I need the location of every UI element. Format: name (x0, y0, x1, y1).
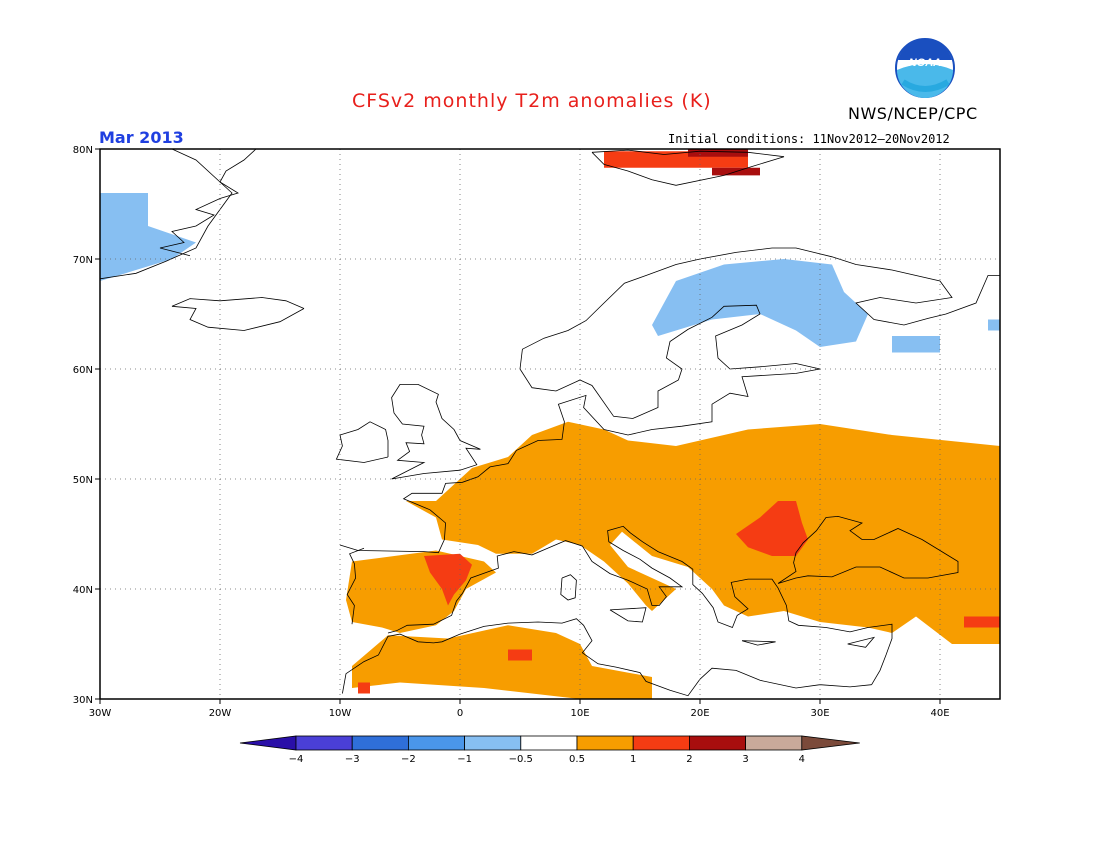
noaa-logo: NOAA (895, 38, 955, 98)
coastline (171, 297, 305, 331)
colorbar-swatch (351, 735, 409, 751)
coastline (560, 574, 577, 601)
lon-tick-label: 0 (457, 708, 463, 719)
anomaly-region-warm (352, 625, 652, 699)
chart-title: CFSv2 monthly T2m anomalies (K) (352, 90, 712, 112)
lat-tick-label: 60N (73, 365, 93, 376)
anomaly-region-hot (736, 501, 808, 556)
anomaly-region-cool (652, 259, 868, 347)
lon-tick-label: 20W (209, 708, 232, 719)
coastline (339, 368, 821, 554)
axis-ticks: 30N 40N 50N 60N 70N 80N 30W 20W 10W 0 10E 20E 30E 40E (73, 145, 950, 719)
forecast-period: Mar 2013 (99, 128, 184, 147)
lat-tick-label: 30N (73, 695, 93, 706)
lon-tick-label: 30W (89, 708, 112, 719)
anomaly-region-cool (100, 193, 196, 281)
colorbar-swatch (745, 735, 803, 751)
map-area: 30N 40N 50N 60N 70N 80N 30W 20W 10W 0 10E 20E 30E 40E (73, 145, 1001, 719)
coastline (342, 618, 872, 697)
lon-tick-label: 40E (930, 708, 949, 719)
lon-tick-label: 30E (810, 708, 829, 719)
colorbar-label: 4 (799, 754, 805, 765)
anomaly-region-warm (406, 421, 1000, 644)
lat-tick-label: 50N (73, 475, 93, 486)
anomaly-region-cool (988, 319, 1000, 331)
coastline (100, 149, 233, 280)
colorbar-swatch (407, 735, 465, 751)
coastline (519, 247, 1000, 419)
anomaly-fills (100, 149, 1000, 699)
lat-lon-grid (100, 149, 1000, 699)
colorbar: −4 −3 −2 −1 −0.5 0.5 1 2 3 4 (239, 735, 860, 765)
anomaly-region-hot (964, 616, 1000, 628)
colorbar-label: −2 (401, 754, 416, 765)
coastline (387, 525, 893, 685)
colorbar-label: 1 (630, 754, 636, 765)
colorbar-label: −1 (457, 754, 472, 765)
coastline (591, 149, 785, 186)
anomaly-region-hot (508, 649, 532, 661)
colorbar-label: −4 (289, 754, 304, 765)
colorbar-swatch (295, 735, 353, 751)
lat-tick-label: 80N (73, 145, 93, 156)
anomaly-region-cool (892, 336, 940, 353)
lon-tick-label: 10W (329, 708, 352, 719)
coastline (741, 640, 776, 646)
coastline (391, 383, 481, 480)
coastline (847, 636, 876, 648)
coastline (335, 421, 389, 463)
anomaly-region-warm (346, 550, 496, 633)
coastline (346, 547, 365, 625)
lat-tick-label: 70N (73, 255, 93, 266)
coastlines (100, 149, 1000, 697)
coastline (609, 607, 647, 623)
colorbar-label: −3 (345, 754, 360, 765)
lon-tick-label: 10E (570, 708, 589, 719)
initial-conditions: Initial conditions: 11Nov2012–20Nov2012 (668, 132, 950, 146)
noaa-logo-text: NOAA (909, 57, 941, 69)
coastline (777, 515, 959, 584)
agency-label: NWS/NCEP/CPC (848, 104, 978, 123)
anomaly-region-very-hot (688, 149, 748, 157)
anomaly-region-hot (358, 682, 370, 694)
colorbar-swatch (632, 735, 690, 751)
colorbar-swatch (464, 735, 522, 751)
coastline (159, 149, 257, 257)
anomaly-region-hot (424, 553, 472, 606)
colorbar-swatch (520, 735, 578, 751)
lat-tick-label: 40N (73, 585, 93, 596)
colorbar-arrow-left (239, 735, 297, 751)
colorbar-swatch (689, 735, 747, 751)
colorbar-arrow-right (801, 735, 860, 751)
colorbar-label: 0.5 (569, 754, 585, 765)
lon-tick-label: 20E (690, 708, 709, 719)
colorbar-swatch (576, 735, 634, 751)
colorbar-label: 3 (742, 754, 748, 765)
map-frame (99, 148, 1001, 700)
colorbar-label: 2 (686, 754, 692, 765)
colorbar-label: −0.5 (509, 754, 533, 765)
